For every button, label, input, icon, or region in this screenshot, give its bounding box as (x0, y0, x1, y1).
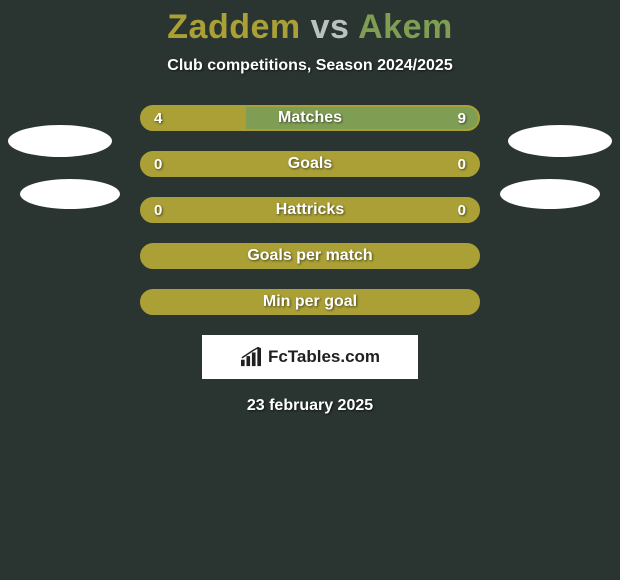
subtitle: Club competitions, Season 2024/2025 (0, 57, 620, 75)
title-vs: vs (311, 8, 350, 46)
title-player2: Akem (358, 8, 453, 46)
avatar-placeholder-left-top (8, 125, 112, 157)
comparison-bars: Matches49Goals00Hattricks00Goals per mat… (140, 105, 480, 315)
stat-label: Min per goal (142, 291, 478, 313)
stat-value-left: 0 (154, 199, 162, 221)
stat-row: Matches49 (140, 105, 480, 131)
page-title: Zaddem vs Akem (0, 0, 620, 47)
snapshot-date: 23 february 2025 (0, 397, 620, 415)
title-player1: Zaddem (167, 8, 300, 46)
stat-label: Hattricks (142, 199, 478, 221)
stat-value-right: 0 (458, 199, 466, 221)
stat-row: Goals per match (140, 243, 480, 269)
stat-row: Min per goal (140, 289, 480, 315)
brand-badge: FcTables.com (202, 335, 418, 379)
stat-row: Goals0 0 (140, 151, 480, 177)
avatar-placeholder-left-mid (20, 179, 120, 209)
stat-value-left: 4 (154, 107, 162, 129)
avatar-placeholder-right-top (508, 125, 612, 157)
avatar-placeholder-right-mid (500, 179, 600, 209)
stat-value-left: 0 (154, 153, 162, 175)
stat-label: Goals per match (142, 245, 478, 267)
comparison-stage: Matches49Goals00Hattricks00Goals per mat… (0, 105, 620, 315)
stat-row: Hattricks0 0 (140, 197, 480, 223)
brand-text: FcTables.com (268, 347, 380, 367)
stat-fill-right (246, 107, 479, 129)
stat-label: Goals (142, 153, 478, 175)
bar-chart-icon (240, 347, 262, 367)
stat-value-right: 0 (458, 153, 466, 175)
